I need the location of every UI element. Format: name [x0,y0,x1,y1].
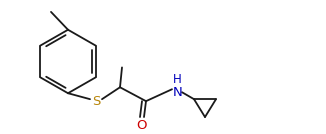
Text: H: H [173,73,182,86]
Text: S: S [92,95,100,108]
Text: O: O [137,119,147,132]
Text: N: N [173,86,183,99]
